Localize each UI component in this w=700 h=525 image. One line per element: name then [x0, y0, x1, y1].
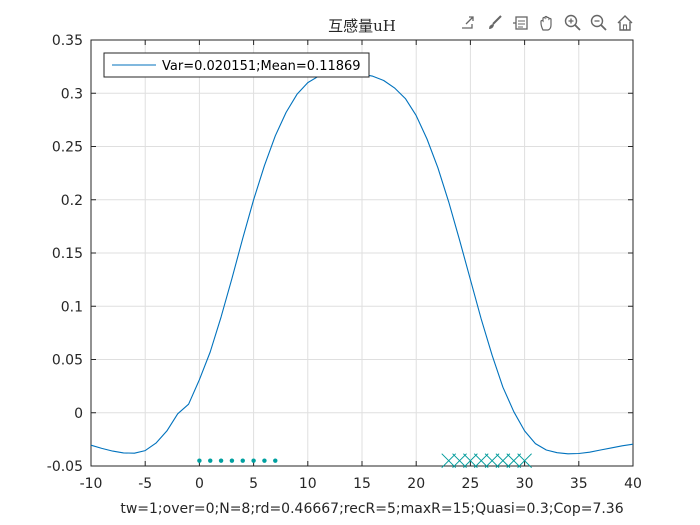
zoom-out-icon: [590, 14, 607, 31]
x-marker-stroke: [452, 453, 467, 469]
pan-button[interactable]: [536, 12, 558, 34]
x-marker-stroke: [441, 453, 457, 469]
dot-marker: [218, 458, 224, 463]
x-tick-label: 5: [249, 476, 258, 492]
x-tick-label: 30: [516, 476, 534, 492]
y-tick-label: 0.25: [52, 140, 83, 156]
x-marker-stroke: [484, 453, 500, 469]
x-tick-label: 15: [353, 476, 371, 492]
dot-marker: [251, 458, 256, 463]
x-marker: [517, 453, 532, 469]
y-tick-labels: -0.05 0 0.05 0.1 0.15 0.2 0.25 0.3 0.35: [47, 33, 83, 475]
x-marker-stroke: [506, 453, 522, 469]
x-marker: [441, 453, 457, 469]
x-tick-label: -5: [138, 476, 152, 492]
x-marker-stroke: [517, 453, 532, 469]
y-tick-label: 0.15: [52, 246, 83, 262]
brush-icon: [489, 15, 502, 29]
x-tick-label: 20: [407, 476, 425, 492]
x-marker-stroke: [473, 453, 489, 469]
datatip-button[interactable]: [510, 12, 532, 34]
x-tick-label: 10: [299, 476, 317, 492]
y-tick-label: 0.05: [52, 353, 83, 369]
export-icon: [462, 16, 474, 29]
x-marker: [495, 453, 511, 469]
home-button[interactable]: [614, 12, 636, 34]
x-marker: [506, 453, 522, 469]
x-tick-label: 25: [461, 476, 479, 492]
dot-marker: [240, 458, 245, 463]
y-tick-label: 0.35: [52, 33, 83, 49]
x-marker: [473, 453, 489, 469]
export-button[interactable]: [458, 12, 480, 34]
y-tick-label: 0.3: [61, 86, 83, 102]
x-marker-stroke: [463, 453, 478, 469]
home-icon: [617, 15, 633, 31]
x-marker: [484, 453, 500, 469]
x-tick-label: 40: [624, 476, 642, 492]
marker-layer: [197, 453, 532, 469]
dot-marker: [208, 458, 213, 463]
x-marker-stroke: [495, 453, 511, 469]
zoom-in-icon: [564, 14, 581, 31]
legend[interactable]: Var=0.020151;Mean=0.11869: [103, 52, 370, 78]
pan-hand-icon: [540, 15, 552, 31]
x-marker: [452, 453, 467, 469]
y-tick-label: 0: [74, 406, 83, 422]
y-tick-label: 0.2: [61, 193, 83, 209]
datatip-icon: [513, 16, 528, 30]
y-tick-label: 0.1: [61, 299, 83, 315]
zoom-in-button[interactable]: [562, 12, 584, 34]
brush-button[interactable]: [484, 12, 506, 34]
chart-title: 互感量uH: [328, 17, 396, 35]
x-tick-labels: -10 -5 0 5 10 15 20 25 30 35 40: [80, 476, 642, 492]
dot-marker: [229, 458, 235, 463]
dot-marker: [197, 458, 202, 463]
dot-marker: [273, 458, 278, 463]
zoom-out-button[interactable]: [588, 12, 610, 34]
x-tick-label: 35: [570, 476, 588, 492]
axes-toolbar: [458, 12, 636, 38]
tick-marks: [90, 39, 634, 467]
legend-entry: Var=0.020151;Mean=0.11869: [162, 59, 361, 74]
x-tick-label: -10: [80, 476, 103, 492]
x-marker: [463, 453, 478, 469]
y-tick-label: -0.05: [47, 459, 83, 475]
dot-marker: [262, 458, 267, 463]
x-axis-label: tw=1;over=0;N=8;rd=0.46667;recR=5;maxR=1…: [120, 501, 623, 517]
x-tick-label: 0: [195, 476, 204, 492]
